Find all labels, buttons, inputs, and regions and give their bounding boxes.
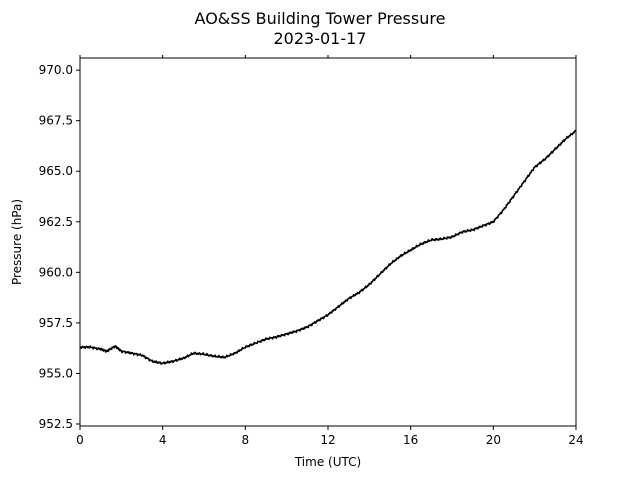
y-tick-label: 962.5 [39, 215, 73, 229]
chart-subtitle: 2023-01-17 [274, 29, 367, 48]
x-axis-label: Time (UTC) [294, 455, 361, 469]
y-tick-label: 970.0 [39, 63, 73, 77]
x-tick-label: 8 [242, 433, 250, 447]
y-tick-label: 952.5 [39, 417, 73, 431]
y-axis-label: Pressure (hPa) [10, 199, 24, 285]
y-axis: 952.5 955.0 957.5 960.0 962.5 965.0 967.5 970.0 [39, 63, 80, 431]
x-tick-label: 20 [486, 433, 501, 447]
x-tick-label: 0 [76, 433, 84, 447]
x-axis: 0 4 8 12 16 20 24 [76, 55, 584, 447]
x-tick-label: 24 [568, 433, 583, 447]
plot-area [79, 129, 577, 365]
y-tick-label: 967.5 [39, 114, 73, 128]
x-tick-label: 12 [320, 433, 335, 447]
y-tick-label: 955.0 [39, 366, 73, 380]
plot-frame [79, 57, 577, 427]
x-tick-label: 16 [403, 433, 418, 447]
y-tick-label: 960.0 [39, 265, 73, 279]
y-tick-label: 957.5 [39, 316, 73, 330]
x-tick-label: 4 [159, 433, 167, 447]
y-tick-label: 965.0 [39, 164, 73, 178]
pressure-series-line [79, 129, 577, 365]
chart-title: AO&SS Building Tower Pressure [195, 9, 446, 28]
